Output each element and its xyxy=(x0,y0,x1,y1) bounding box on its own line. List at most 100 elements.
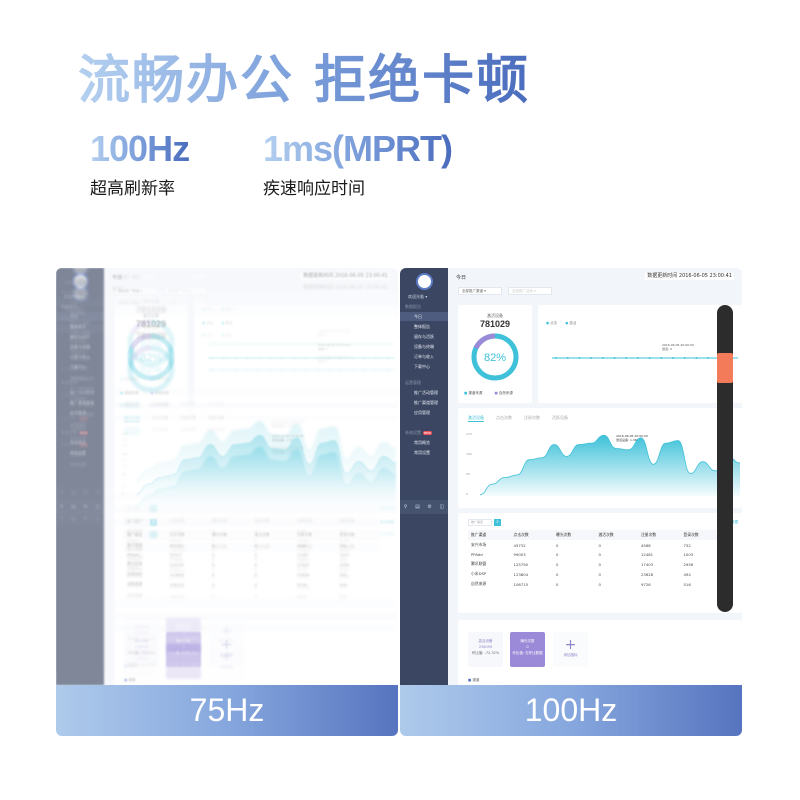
gear-icon[interactable]: ⚙ xyxy=(427,504,432,510)
list-icon[interactable]: ▤ xyxy=(71,490,76,496)
tab-activations[interactable]: 激活设备 xyxy=(124,401,140,408)
channel-select[interactable]: 全部推广渠道 ▾ xyxy=(114,299,158,307)
sidebar-item[interactable]: 推广活动管理 xyxy=(56,374,104,383)
column-header[interactable]: 注册次数 xyxy=(638,530,681,540)
tab-activations[interactable]: 激活设备 xyxy=(124,427,140,434)
metric-card-exposures[interactable]: 曝光次数 0 环比值: 无环比数据 xyxy=(510,632,545,667)
metric-card-exposures[interactable]: 曝光次数 0 环比值: 无环比数据 xyxy=(166,618,201,653)
sidebar-item[interactable]: 设备与终端 xyxy=(56,328,104,337)
sidebar-item[interactable]: 订单与收入 xyxy=(56,338,104,347)
column-header[interactable]: 推广渠道 xyxy=(468,530,511,540)
sidebar-item[interactable]: 应用管理 xyxy=(414,410,430,415)
sidebar-item[interactable]: 推广渠道管理 xyxy=(414,400,438,405)
column-header[interactable]: 激活次数 xyxy=(251,530,294,540)
column-header[interactable]: 登录次数 xyxy=(680,530,723,540)
column-header[interactable]: 激活次数 xyxy=(251,542,294,552)
channel-select[interactable]: 全部推广渠道 ▾ xyxy=(458,287,502,295)
channel-select[interactable]: 全部推广渠道 ▾ xyxy=(114,273,158,281)
sidebar-item[interactable]: 订单与收入 xyxy=(56,352,104,361)
sidebar-item[interactable]: 今日 xyxy=(400,312,448,321)
sidebar-item[interactable]: 常用设置 xyxy=(56,448,104,457)
sidebar-item[interactable]: 整体报告 xyxy=(70,336,86,341)
gear-icon[interactable]: ⚙ xyxy=(83,504,87,510)
tab-activations[interactable]: 激活设备 xyxy=(124,415,140,422)
tab-clicks[interactable]: 点击次数 xyxy=(152,401,168,408)
sidebar-item[interactable]: 下载中心 xyxy=(56,348,104,357)
metric-card-activations[interactable]: 激活设备 236059 环比值: -72.32% xyxy=(124,644,159,679)
scrollbar-thumb[interactable] xyxy=(717,353,733,383)
column-header[interactable]: 点击次数 xyxy=(166,530,210,540)
column-header[interactable]: 登录次数 xyxy=(336,542,379,552)
list-icon[interactable]: ▤ xyxy=(71,516,76,522)
search-button[interactable]: ⌕ xyxy=(494,519,501,526)
column-header[interactable]: 点击次数 xyxy=(166,516,210,526)
help-icon[interactable]: ◫ xyxy=(95,490,100,496)
channel-select[interactable]: 全部推广渠道 ▾ xyxy=(114,287,158,295)
user-icon[interactable]: ⚲ xyxy=(60,490,64,496)
tab-registrations[interactable]: 注册次数 xyxy=(524,415,540,420)
sidebar-item[interactable]: 常用概览 xyxy=(414,440,430,445)
sidebar-item[interactable]: 留存与活跃 xyxy=(70,346,90,351)
export-button[interactable]: 导出数据 xyxy=(380,520,394,525)
sidebar-item[interactable]: 下载中心 xyxy=(414,364,430,369)
sidebar-item[interactable]: 推广活动管理 xyxy=(70,402,94,407)
campaign-select[interactable]: 全部推广活动 ▾ xyxy=(164,299,208,307)
gear-icon[interactable]: ⚙ xyxy=(83,490,87,496)
sidebar-item[interactable]: 应用管理 xyxy=(70,422,86,427)
help-icon[interactable]: ◫ xyxy=(95,516,101,522)
sidebar-item[interactable]: 今日 xyxy=(56,298,104,307)
column-header[interactable]: 曝光次数 xyxy=(209,530,252,540)
sidebar-item[interactable]: 设备与终端 xyxy=(70,356,90,361)
add-metric-button[interactable]: + 添加指标 xyxy=(209,618,244,653)
tab-clicks[interactable]: 点击次数 xyxy=(152,427,168,432)
sidebar-item[interactable]: 常用概览 xyxy=(70,452,86,457)
user-menu[interactable]: 欢迎光临 ▾ xyxy=(408,294,428,299)
sidebar-item[interactable]: 常用设置 xyxy=(414,450,430,455)
sidebar-item[interactable]: 推广活动管理 xyxy=(414,390,438,395)
tab-activations[interactable]: 激活设备 xyxy=(468,415,484,422)
metric-card-activations[interactable]: 激活设备 236059 环比值: -72.32% xyxy=(124,632,159,667)
sidebar-item[interactable]: 订单与收入 xyxy=(414,354,434,359)
help-icon[interactable]: ◫ xyxy=(439,504,445,510)
sidebar-item[interactable]: 推广渠道管理 xyxy=(56,398,104,407)
sidebar-item[interactable]: 常用设置 xyxy=(56,434,104,443)
tab-registrations[interactable]: 注册次数 xyxy=(180,415,196,422)
user-icon[interactable]: ⚲ xyxy=(59,516,64,522)
sidebar-item[interactable]: 设备与终端 xyxy=(56,342,104,351)
sidebar-item[interactable]: 留存与活跃 xyxy=(414,334,434,339)
tab-clicks[interactable]: 点击次数 xyxy=(152,415,168,422)
column-header[interactable]: 点击次数 xyxy=(166,542,210,552)
column-header[interactable]: 激活次数 xyxy=(251,516,294,526)
column-header[interactable]: 登录次数 xyxy=(336,530,379,540)
sidebar-item[interactable]: 常用概览 xyxy=(56,438,104,447)
tab-active-devices[interactable]: 活跃设备 xyxy=(208,427,224,432)
sidebar-item[interactable]: 留存与活跃 xyxy=(56,318,104,327)
sidebar-item[interactable]: 常用设置 xyxy=(70,462,86,467)
list-icon[interactable]: ▤ xyxy=(415,504,420,510)
gear-icon[interactable]: ⚙ xyxy=(83,516,88,522)
sidebar-item[interactable]: 设备与终端 xyxy=(414,344,434,349)
column-header[interactable]: 曝光次数 xyxy=(209,542,252,552)
sidebar-item[interactable]: 今日 xyxy=(56,312,104,321)
column-header[interactable]: 推广渠道 xyxy=(124,530,167,540)
sidebar-item[interactable]: 订单与收入 xyxy=(70,366,90,371)
export-button[interactable]: 导出数据 xyxy=(380,532,394,536)
campaign-select[interactable]: 全部推广活动 ▾ xyxy=(164,273,208,281)
tab-registrations[interactable]: 注册次数 xyxy=(180,401,196,406)
sidebar-item[interactable]: 推广活动管理 xyxy=(56,388,104,397)
metric-card-activations[interactable]: 激活设备 236059 环比值: -72.32% xyxy=(124,618,159,653)
add-metric-button[interactable]: + 添加指标 xyxy=(209,644,244,679)
user-icon[interactable]: ⚲ xyxy=(60,504,64,510)
table-search-input[interactable]: 推广渠道 xyxy=(124,505,148,512)
sidebar-item[interactable]: 整体报告 xyxy=(56,322,104,331)
sidebar-item[interactable]: 下载中心 xyxy=(56,362,104,371)
tab-active-devices[interactable]: 活跃设备 xyxy=(552,415,568,420)
user-menu[interactable]: 欢迎光临 ▾ xyxy=(64,280,83,286)
metric-card-activations[interactable]: 激活设备 236059 环比值: -72.32% xyxy=(468,632,503,667)
user-icon[interactable]: ⚲ xyxy=(403,504,408,510)
column-header[interactable]: 曝光次数 xyxy=(209,516,252,526)
search-button[interactable]: ⌕ xyxy=(150,531,157,538)
sidebar-item[interactable]: 应用管理 xyxy=(56,408,104,417)
column-header[interactable]: 点击次数 xyxy=(510,530,554,540)
search-button[interactable]: ⌕ xyxy=(150,519,157,526)
